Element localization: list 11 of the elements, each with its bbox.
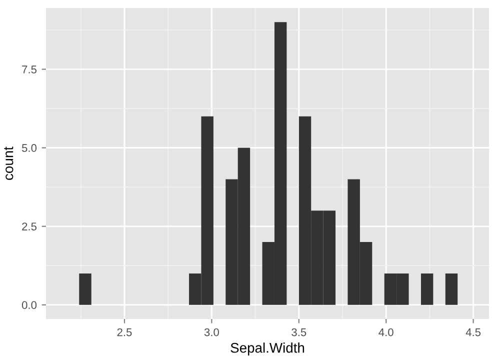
y-tick-label: 7.5: [22, 66, 37, 74]
y-tick-label: 2.5: [22, 222, 37, 230]
x-tick-label: 4.0: [378, 328, 394, 336]
x-tick-label: 3.5: [292, 328, 306, 336]
y-axis-title: count: [4, 146, 14, 180]
y-tick-label: 5.0: [22, 144, 37, 152]
x-tick-label: 4.5: [466, 328, 481, 336]
x-axis-title: Sepal.Width: [230, 342, 304, 356]
x-tick-label: 3.0: [204, 328, 219, 336]
y-tick-label: 0.0: [22, 301, 37, 309]
x-tick-label: 2.5: [117, 328, 132, 336]
